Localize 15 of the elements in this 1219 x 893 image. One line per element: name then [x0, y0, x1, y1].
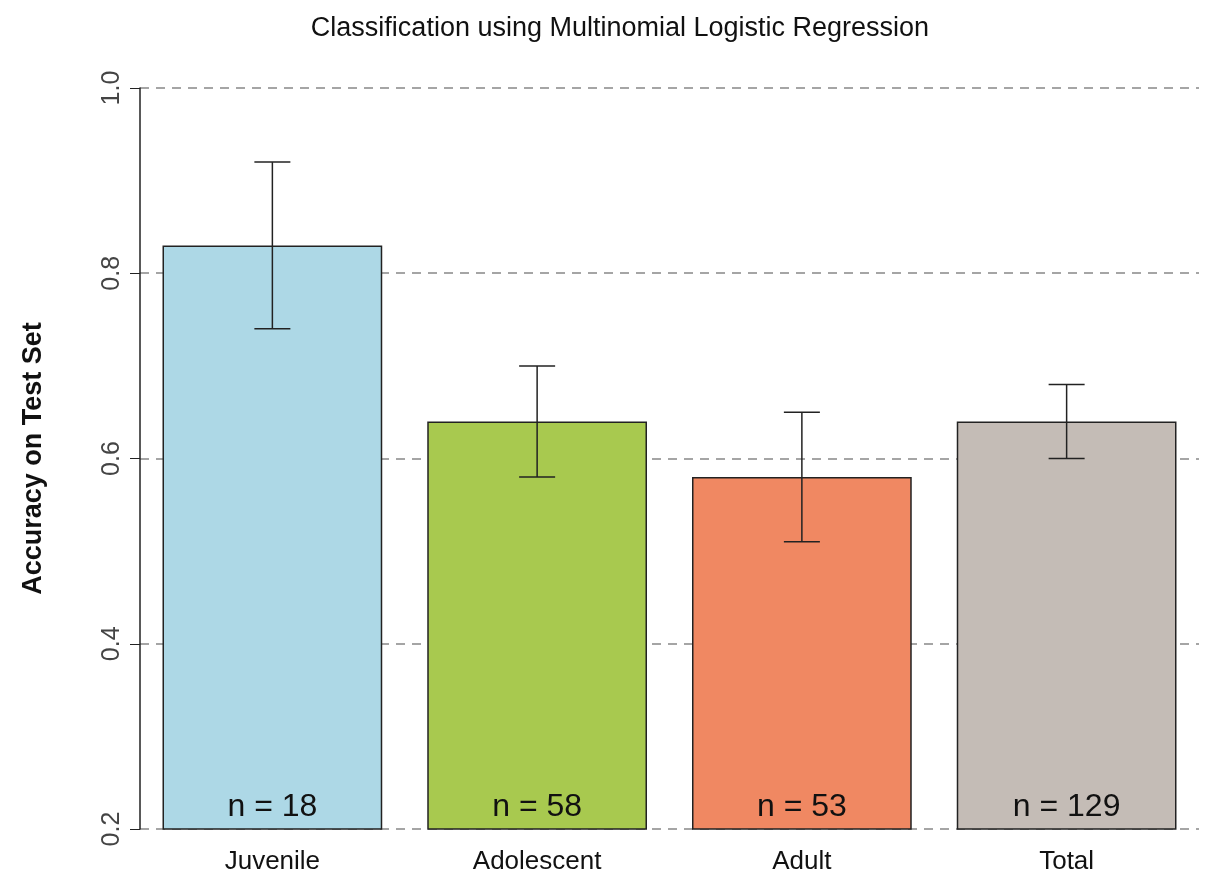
y-tick-label: 1.0: [95, 70, 124, 106]
y-tick-label: 0.4: [95, 626, 124, 662]
x-tick-label: Juvenile: [224, 845, 321, 875]
x-tick-label: Adult: [772, 845, 833, 875]
y-axis-title: Accuracy on Test Set: [16, 322, 47, 595]
annotation: n = 18: [227, 787, 318, 823]
annotation: n = 53: [756, 787, 847, 823]
x-tick-label: Total: [1039, 845, 1095, 875]
y-tick-label: 0.6: [95, 441, 124, 476]
annotation: n = 58: [492, 787, 583, 823]
x-tick-label: Adolescent: [472, 845, 603, 875]
chart-title: Classification using Multinomial Logistic Regression: [310, 11, 930, 42]
y-tick-label: 0.2: [95, 811, 124, 847]
annotation: n = 129: [1012, 787, 1121, 823]
y-tick-label: 0.8: [95, 255, 124, 291]
